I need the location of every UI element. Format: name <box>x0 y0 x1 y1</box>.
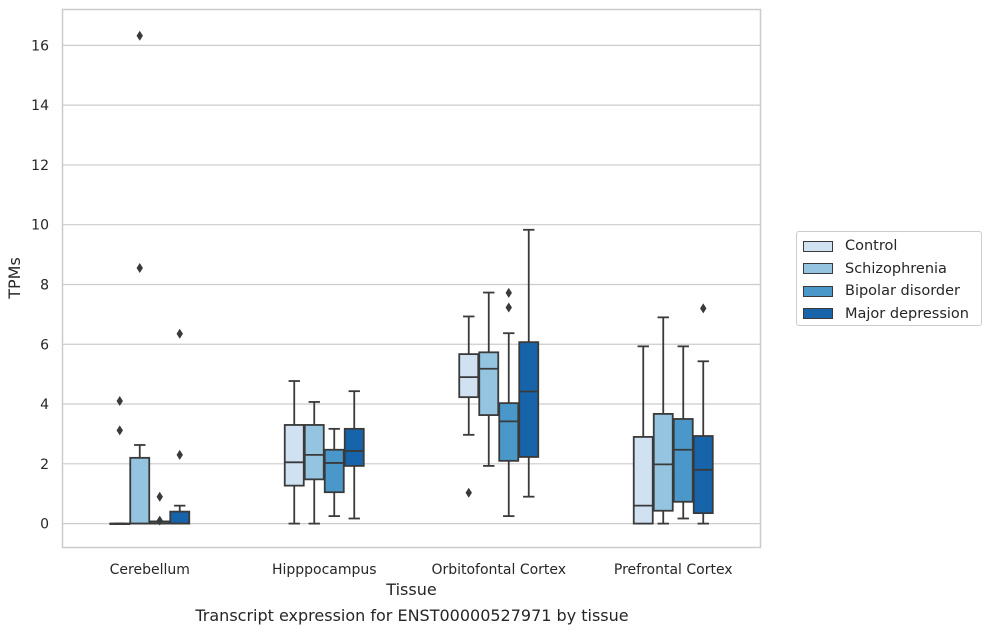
box <box>303 424 325 481</box>
legend-item-schizophrenia: Schizophrenia <box>803 258 981 281</box>
outlier-point <box>156 515 163 526</box>
box-group <box>632 345 654 525</box>
grid-lines <box>62 44 761 525</box>
box-group <box>149 491 171 526</box>
plot-frame <box>61 8 762 549</box>
y-tick-label: 2 <box>40 457 49 473</box>
legend-label-bipolar: Bipolar disorder <box>845 283 960 300</box>
box-group <box>303 401 325 525</box>
legend-label-schizophrenia: Schizophrenia <box>845 260 947 277</box>
legend-item-bipolar: Bipolar disorder <box>803 280 981 303</box>
box-group <box>672 345 694 520</box>
box <box>323 448 345 494</box>
x-tick-label: Orbitofontal Cortex <box>431 562 566 578</box>
y-tick-label: 4 <box>40 397 49 413</box>
box <box>632 436 654 525</box>
x-tick-labels: Cerebellum Hipppocampus Orbitofontal Corte… <box>110 562 733 578</box>
y-tick-label: 10 <box>31 218 49 234</box>
y-tick-label: 14 <box>31 98 49 114</box>
box-group <box>652 316 674 525</box>
box-group <box>323 427 345 518</box>
y-tick-labels: 0 2 4 6 8 10 12 14 16 <box>31 38 49 532</box>
y-tick-label: 16 <box>31 38 49 54</box>
legend-label-control: Control <box>845 238 898 255</box>
box <box>169 510 191 525</box>
legend-swatch-schizophrenia <box>803 263 833 275</box>
x-tick-label: Prefrontal Cortex <box>614 562 733 578</box>
outlier-point <box>505 287 512 298</box>
x-axis-title: Tissue <box>385 580 436 599</box>
x-tick-label: Hipppocampus <box>272 562 377 578</box>
box <box>692 435 714 515</box>
box <box>458 353 480 399</box>
box-group <box>283 380 305 525</box>
outlier-point <box>176 328 183 339</box>
outlier-point <box>156 491 163 502</box>
outlier-point <box>465 487 472 498</box>
outlier-point <box>116 425 123 436</box>
box-group <box>109 396 131 525</box>
legend-label-major-depression: Major depression <box>845 305 969 322</box>
legend-item-control: Control <box>803 235 981 258</box>
boxes <box>109 30 714 526</box>
outlier-point <box>136 263 143 274</box>
chart-caption: Transcript expression for ENST0000052797… <box>195 606 629 625</box>
box <box>129 456 151 525</box>
box-group <box>498 287 520 518</box>
box-group <box>518 228 540 498</box>
box <box>518 341 540 458</box>
legend-swatch-bipolar <box>803 285 833 297</box>
x-tick-label: Cerebellum <box>110 562 190 578</box>
outlier-point <box>505 302 512 313</box>
legend-swatch-control <box>803 240 833 252</box>
y-tick-label: 8 <box>40 277 49 293</box>
box-group <box>129 30 151 525</box>
y-axis-title: TPMs <box>5 257 24 300</box>
box <box>652 412 674 512</box>
legend: Control Schizophrenia Bipolar disorder M… <box>796 231 982 326</box>
box <box>498 402 520 462</box>
box <box>672 418 694 503</box>
box <box>478 351 500 416</box>
box-group <box>692 303 714 525</box>
box-group <box>478 291 500 467</box>
outlier-point <box>136 30 143 41</box>
y-tick-label: 0 <box>40 517 49 533</box>
outlier-point <box>176 449 183 460</box>
box-group <box>458 315 480 498</box>
box <box>343 427 365 467</box>
box-group <box>169 328 191 525</box>
box <box>283 424 305 487</box>
box-group <box>343 390 365 520</box>
legend-item-major-depression: Major depression <box>803 303 981 326</box>
outlier-point <box>116 396 123 407</box>
y-tick-label: 6 <box>40 337 49 353</box>
outlier-point <box>700 303 707 314</box>
y-tick-label: 12 <box>31 158 49 174</box>
legend-swatch-major-depression <box>803 308 833 320</box>
